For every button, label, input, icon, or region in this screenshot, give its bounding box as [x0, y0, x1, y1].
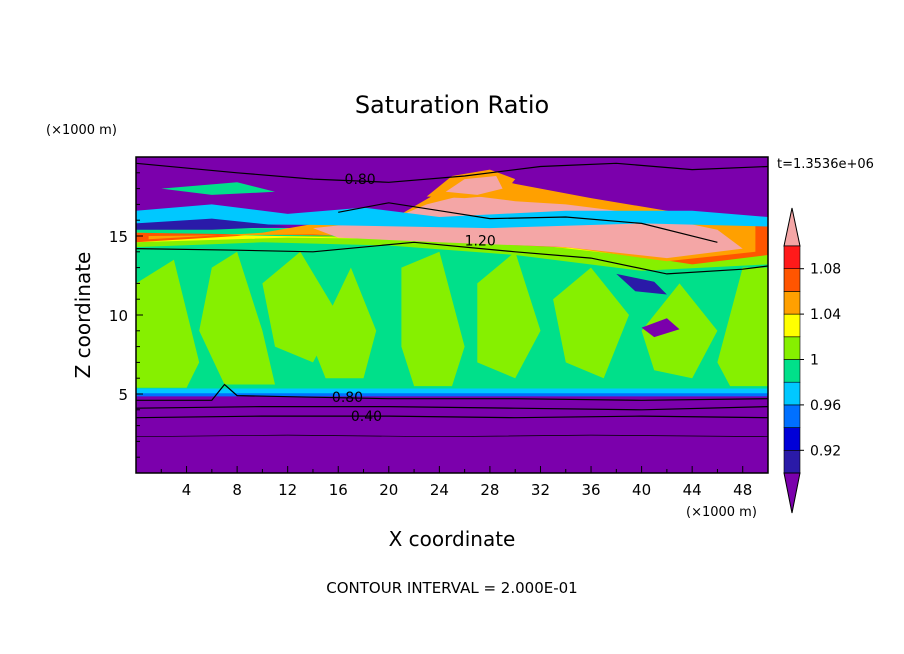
- contour-080-lower: [136, 383, 768, 401]
- plume-7: [553, 267, 629, 379]
- plume-8: [641, 283, 718, 379]
- contour-label: 0.40: [351, 409, 382, 425]
- contour-interval-footer: CONTOUR INTERVAL = 2.000E-01: [326, 579, 577, 597]
- chart-title: Saturation Ratio: [355, 91, 549, 119]
- colorbar-swatch: [783, 291, 801, 315]
- x-tick-label: 16: [329, 481, 348, 499]
- colorbar-label: 0.96: [810, 398, 841, 414]
- colorbar-swatch: [783, 245, 801, 270]
- colorbar-swatch: [783, 427, 801, 451]
- x-tick-label: 20: [379, 481, 398, 499]
- y-tick-label: 10: [109, 307, 128, 325]
- colorbar-swatch: [783, 381, 801, 406]
- contour-060-lower: [136, 406, 768, 411]
- base-blue-layer: [136, 393, 768, 397]
- x-tick-label: 12: [278, 481, 297, 499]
- plume-9: [717, 267, 768, 387]
- x-tick-label: 8: [232, 481, 242, 499]
- zone-dry-lower: [136, 394, 768, 473]
- colorbar-swatch: [783, 336, 801, 360]
- contour-020-lower: [136, 434, 768, 438]
- mid-purple-patch: [641, 318, 680, 338]
- contour-lines: [136, 162, 768, 438]
- mid-blue-patch: [616, 273, 667, 295]
- colorbar-swatch: [783, 268, 801, 292]
- plume-1: [136, 259, 200, 388]
- colorbar-top-arrow: [783, 207, 801, 247]
- contour-040-lower: [136, 415, 768, 419]
- y-tick-label: 5: [118, 386, 128, 404]
- colorbar-swatch: [783, 359, 801, 383]
- contour-label: 0.80: [332, 390, 363, 406]
- colorbar-swatch: [783, 449, 801, 474]
- contour-label: 0.80: [345, 172, 376, 188]
- x-tick-label: 44: [683, 481, 702, 499]
- colorbar-label: 1.04: [810, 307, 841, 323]
- colorbar: 0.92 0.96 1 1.04 1.08: [783, 207, 841, 514]
- plume-2: [199, 251, 275, 385]
- colorbar-label: 0.92: [810, 443, 841, 459]
- y-axis-ticks: 5 10 15: [109, 172, 143, 458]
- plume-5: [401, 251, 465, 387]
- plume-6: [477, 251, 541, 379]
- y-tick-label: 15: [109, 228, 128, 246]
- x-axis-label: X coordinate: [389, 527, 516, 551]
- y-unit-label: (×1000 m): [46, 123, 117, 138]
- contour-080-upper: [136, 162, 768, 183]
- x-tick-label: 32: [531, 481, 550, 499]
- x-tick-label: 36: [581, 481, 600, 499]
- contour-120-upper: [136, 241, 768, 275]
- upper-cyan-streak: [136, 204, 768, 229]
- contour-label: 1.20: [465, 234, 496, 250]
- x-tick-label: 40: [632, 481, 651, 499]
- x-axis-ticks: 4 8 12 16 20 24 28 32 36 40 44 48: [160, 466, 769, 499]
- colorbar-label: 1.08: [810, 262, 841, 278]
- x-tick-label: 28: [480, 481, 499, 499]
- upper-blue-streak: [136, 218, 288, 230]
- x-tick-label: 48: [733, 481, 752, 499]
- x-tick-label: 24: [430, 481, 449, 499]
- colorbar-swatch: [783, 313, 801, 338]
- time-label: t=1.3536e+06: [777, 157, 874, 172]
- plume-4: [313, 267, 377, 379]
- colorbar-label: 1: [810, 353, 819, 369]
- x-tick-label: 4: [182, 481, 192, 499]
- x-unit-label: (×1000 m): [686, 505, 757, 520]
- top-cloud-pink: [445, 176, 503, 195]
- colorbar-bottom-arrow: [783, 472, 801, 514]
- contour-120-cap: [338, 202, 718, 243]
- y-axis-label: Z coordinate: [71, 252, 95, 379]
- contour-labels: 0.80 1.20 0.80 0.40: [332, 172, 496, 425]
- upper-green-streak: [161, 182, 275, 195]
- saturation-field: [136, 157, 768, 473]
- colorbar-swatch: [783, 404, 801, 428]
- base-cyan-layer: [136, 388, 768, 394]
